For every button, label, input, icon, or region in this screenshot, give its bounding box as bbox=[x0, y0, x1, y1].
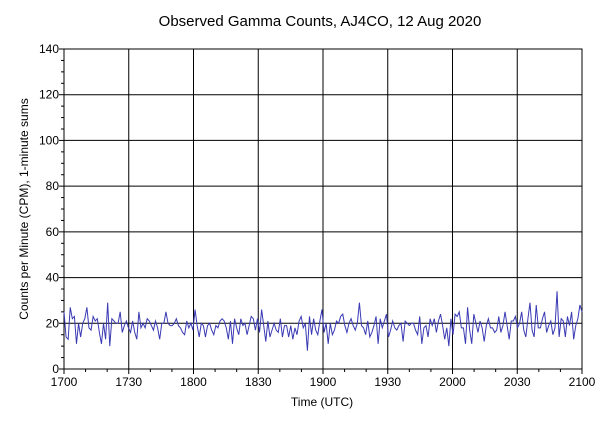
x-tick-label-2000: 2000 bbox=[439, 375, 466, 389]
y-tick-labels: 0 20 40 60 80 100 120 140 bbox=[39, 42, 59, 376]
y-tick-label-40: 40 bbox=[46, 271, 60, 285]
series-line-counts bbox=[63, 291, 583, 351]
y-tick-label-100: 100 bbox=[39, 133, 59, 147]
x-tick-label-1830: 1830 bbox=[245, 375, 272, 389]
x-tick-label-1730: 1730 bbox=[115, 375, 142, 389]
y-tick-label-60: 60 bbox=[46, 225, 60, 239]
chart-title: Observed Gamma Counts, AJ4CO, 12 Aug 202… bbox=[159, 13, 482, 30]
y-tick-label-140: 140 bbox=[39, 42, 59, 56]
x-tick-label-1800: 1800 bbox=[180, 375, 207, 389]
y-tick-label-20: 20 bbox=[46, 316, 60, 330]
x-tick-label-2100: 2100 bbox=[569, 375, 596, 389]
x-axis-label: Time (UTC) bbox=[291, 395, 353, 409]
y-tick-label-120: 120 bbox=[39, 88, 59, 102]
x-tick-label-2030: 2030 bbox=[504, 375, 531, 389]
x-tick-label-1930: 1930 bbox=[374, 375, 401, 389]
x-tick-label-1700: 1700 bbox=[51, 375, 78, 389]
minor-ticks bbox=[59, 48, 583, 374]
y-tick-label-80: 80 bbox=[46, 179, 60, 193]
y-tick-label-0: 0 bbox=[52, 362, 59, 376]
x-tick-label-1900: 1900 bbox=[310, 375, 337, 389]
x-tick-labels: 1700 1730 1800 1830 1900 1930 2000 2030 2100 bbox=[51, 375, 596, 389]
y-axis-label: Counts per Minute (CPM), 1-minute sums bbox=[17, 98, 31, 319]
